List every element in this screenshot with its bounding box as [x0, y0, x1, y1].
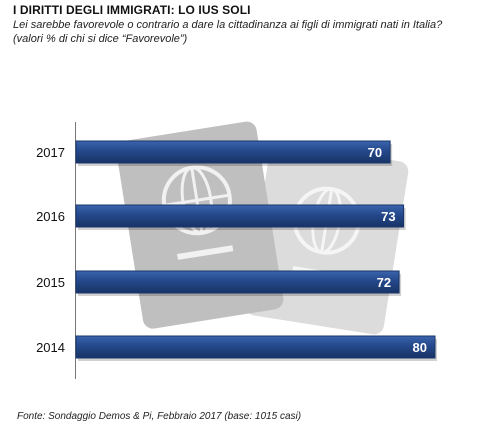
bar-2017 — [75, 140, 391, 164]
data-label-2015: 72 — [377, 275, 391, 290]
chart-title: I DIRITTI DEGLI IMMIGRATI: LO IUS SOLI — [13, 3, 251, 17]
bars-group: 2017 70 2016 73 2015 72 2014 80 — [36, 140, 437, 361]
data-label-2014: 80 — [413, 340, 427, 355]
tick-label-2016: 2016 — [36, 209, 65, 224]
tick-label-2014: 2014 — [36, 340, 65, 355]
tick-label-2015: 2015 — [36, 275, 65, 290]
tick-label-2017: 2017 — [36, 145, 65, 160]
bar-2014 — [75, 335, 436, 359]
chart-subtitle: Lei sarebbe favorevole o contrario a dar… — [13, 18, 493, 46]
bar-2015 — [75, 270, 400, 294]
subtitle-note: (valori % di chi si dice “Favorevole”) — [13, 33, 188, 45]
subtitle-question: Lei sarebbe favorevole o contrario a dar… — [13, 19, 443, 31]
bar-2016 — [75, 204, 405, 228]
source-note: Fonte: Sondaggio Demos & Pi, Febbraio 20… — [17, 411, 302, 422]
data-label-2016: 73 — [381, 209, 395, 224]
data-label-2017: 70 — [368, 145, 382, 160]
